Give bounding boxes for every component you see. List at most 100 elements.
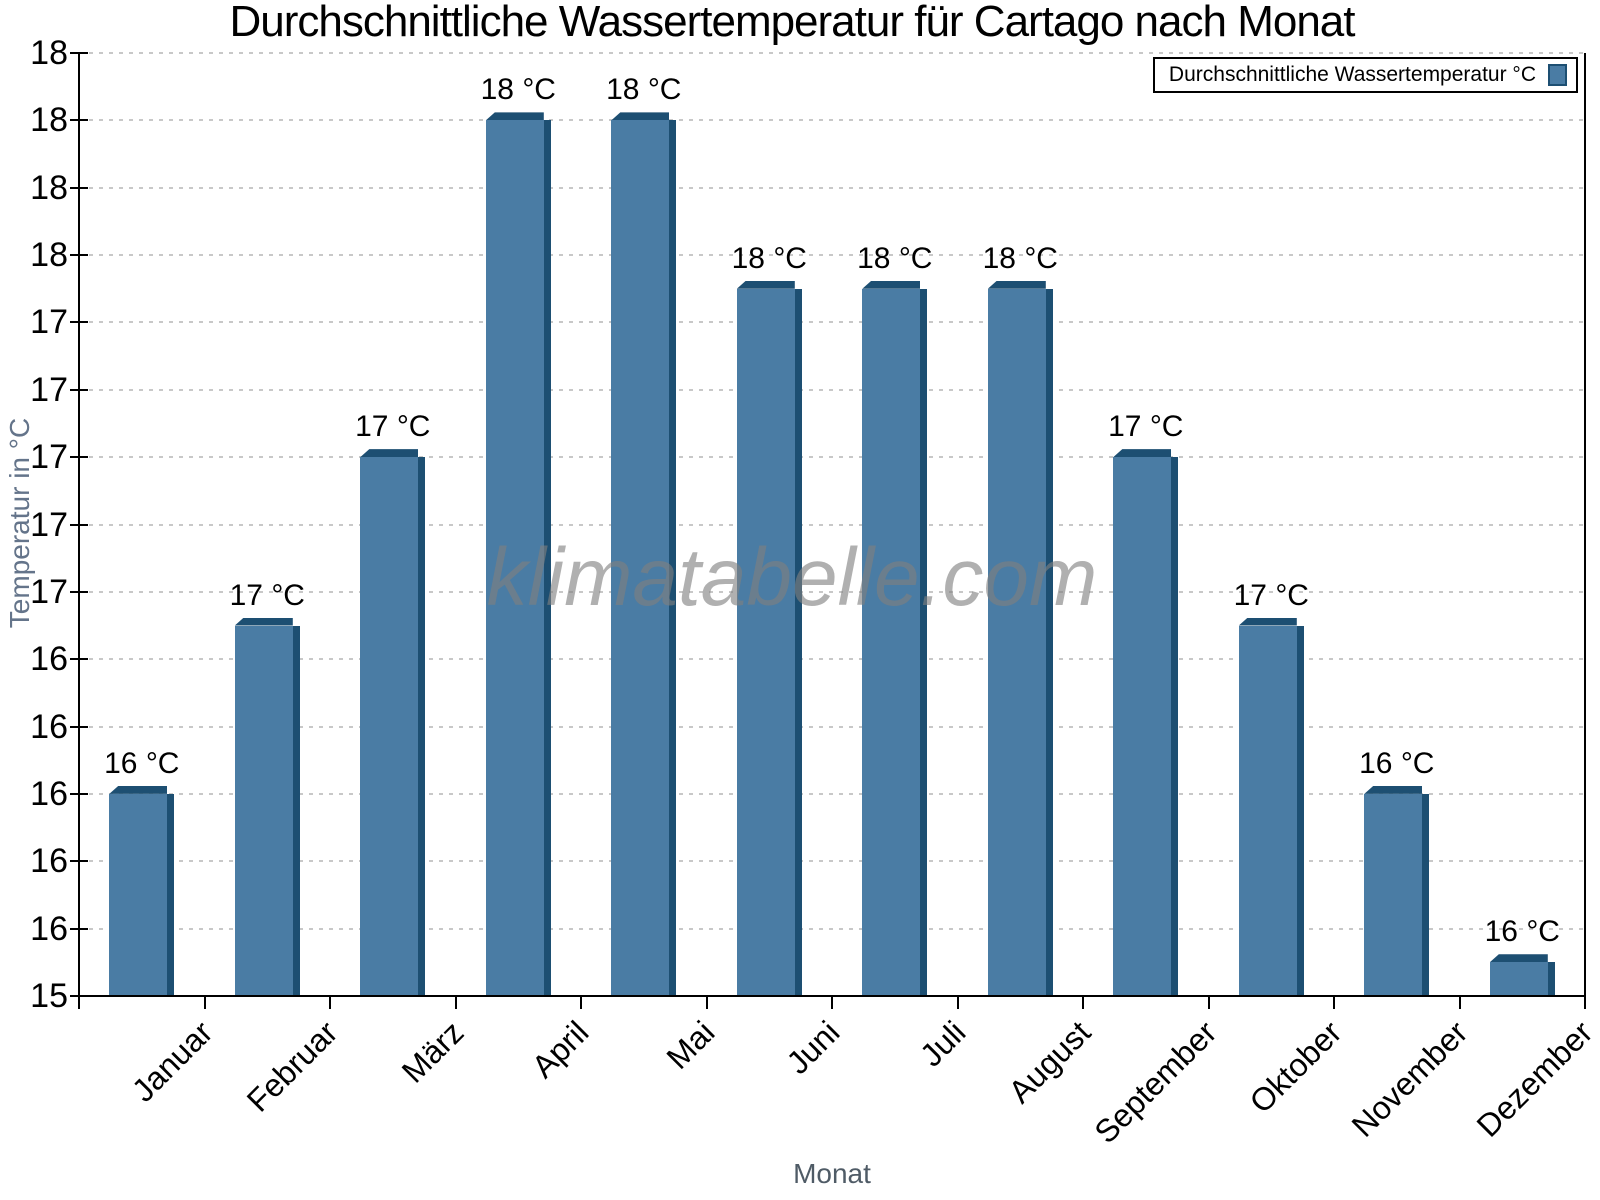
x-tick-label: Oktober (1242, 1014, 1349, 1120)
x-tick-mark (1082, 995, 1084, 1009)
bar-value-label: 18 °C (606, 73, 682, 107)
bar[interactable] (360, 449, 426, 996)
bar[interactable] (611, 112, 677, 996)
bar[interactable] (109, 785, 175, 996)
y-tick-label: 16 (30, 640, 68, 679)
legend-swatch-icon (1548, 64, 1567, 86)
watermark: klimatabelle.com (486, 532, 1098, 623)
bar-value-label: 17 °C (1108, 410, 1184, 444)
bar-value-label: 18 °C (982, 241, 1058, 275)
y-gridline (79, 927, 1585, 930)
bar-value-label: 18 °C (731, 241, 807, 275)
x-tick-mark (1458, 995, 1461, 1009)
x-tick-mark (1333, 995, 1335, 1009)
bar-value-label: 16 °C (104, 746, 180, 780)
x-tick-mark (1584, 995, 1586, 1009)
y-gridline (79, 321, 1585, 324)
bar[interactable] (1238, 617, 1304, 996)
x-tick-mark (454, 995, 457, 1009)
bar-top-cap (360, 449, 419, 458)
x-tick-label: März (394, 1014, 471, 1090)
bar-top-cap (862, 280, 921, 289)
bar[interactable] (736, 280, 802, 996)
y-tick-label: 16 (30, 707, 68, 746)
x-tick-label: Februar (240, 1014, 345, 1119)
legend-label: Durchschnittliche Wassertemperatur °C (1168, 63, 1536, 86)
x-tick-mark (956, 995, 959, 1009)
y-gridline (79, 860, 1585, 863)
y-axis-line (78, 53, 80, 997)
y-tick-label: 17 (30, 438, 68, 477)
bar-value-label: 16 °C (1484, 915, 1560, 949)
y-gridline (79, 590, 1585, 593)
y-tick-label: 15 (30, 977, 68, 1015)
bar[interactable] (234, 617, 300, 996)
x-axis-line (78, 995, 1586, 997)
bar-value-label: 18 °C (857, 241, 933, 275)
y-tick-label: 17 (30, 370, 68, 409)
bar-top-cap (1364, 785, 1423, 794)
y-tick-label: 17 (30, 572, 68, 611)
legend[interactable]: Durchschnittliche Wassertemperatur °C (1153, 57, 1578, 93)
x-axis-title: Monat (793, 1158, 871, 1189)
bar-value-label: 16 °C (1359, 746, 1435, 780)
x-tick-label: August (1001, 1014, 1098, 1110)
y-tick-label: 18 (30, 34, 68, 72)
x-tick-label: Januar (124, 1014, 220, 1109)
y-axis-title: Temperatur in °C (4, 417, 35, 629)
y-gridline (79, 658, 1585, 661)
y-gridline (79, 456, 1585, 459)
bar-top-cap (1113, 449, 1172, 458)
bar[interactable] (485, 112, 551, 996)
x-tick-label: Juli (912, 1014, 973, 1074)
y-tick-label: 17 (30, 505, 68, 544)
x-tick-mark (329, 995, 331, 1009)
bar-top-cap (611, 112, 670, 121)
y-gridline (79, 792, 1585, 795)
bar[interactable] (1364, 785, 1430, 996)
y-gridline (79, 388, 1585, 391)
bar-top-cap (234, 617, 293, 626)
y-gridline (79, 254, 1585, 257)
y-gridline (79, 119, 1585, 122)
x-tick-mark (78, 995, 80, 1009)
chart-title: Durchschnittliche Wassertemperatur für C… (229, 0, 1356, 46)
y-tick-label: 16 (30, 842, 68, 881)
x-tick-label: November (1344, 1014, 1475, 1144)
y-tick-label: 18 (30, 168, 68, 207)
x-tick-mark (831, 995, 833, 1009)
plot-right-border (1584, 53, 1586, 997)
bar-top-cap (485, 112, 544, 121)
bar[interactable] (1113, 449, 1179, 996)
x-tick-label: Dezember (1469, 1014, 1600, 1144)
y-gridline (79, 725, 1585, 728)
x-tick-mark (1207, 995, 1210, 1009)
x-tick-mark (203, 995, 206, 1009)
y-gridline (79, 186, 1585, 189)
bar-top-cap (1238, 617, 1297, 626)
y-tick-label: 17 (30, 303, 68, 342)
x-tick-mark (705, 995, 708, 1009)
x-tick-label: Juni (779, 1014, 847, 1081)
bar-value-label: 18 °C (480, 73, 556, 107)
bar-top-cap (987, 280, 1046, 289)
bar[interactable] (1489, 954, 1555, 996)
x-tick-label: April (525, 1014, 596, 1085)
y-gridline (79, 523, 1585, 526)
bar-top-cap (1489, 954, 1548, 963)
x-tick-mark (580, 995, 582, 1009)
y-tick-label: 18 (30, 236, 68, 275)
x-tick-label: Mai (659, 1014, 722, 1076)
bar-value-label: 17 °C (229, 578, 305, 612)
y-gridline (79, 52, 1585, 54)
y-tick-label: 18 (30, 101, 68, 140)
y-tick-label: 16 (30, 909, 68, 948)
bar[interactable] (862, 280, 928, 996)
bar-top-cap (736, 280, 795, 289)
x-tick-label: September (1087, 1014, 1224, 1151)
bar-value-label: 17 °C (355, 410, 431, 444)
bar-value-label: 17 °C (1233, 578, 1309, 612)
bar[interactable] (987, 280, 1053, 996)
bar-top-cap (109, 785, 168, 794)
